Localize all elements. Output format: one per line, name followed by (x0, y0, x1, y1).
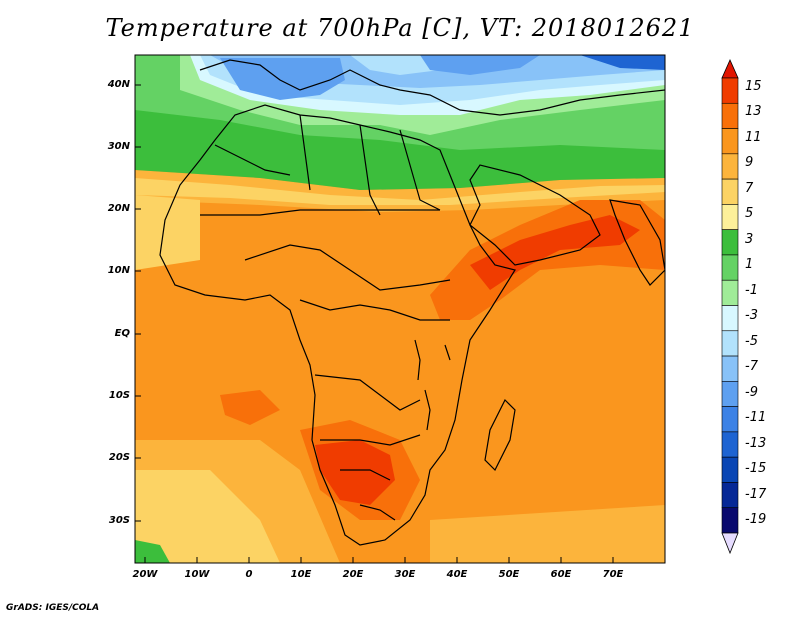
field-sahara-band (135, 170, 665, 212)
india (609, 199, 665, 286)
axis-ticks (135, 84, 614, 563)
colorbar-label: -13 (745, 436, 767, 451)
field-darkblue (580, 55, 665, 70)
colorbar-cells (721, 77, 739, 534)
colorbar-label: 3 (745, 232, 754, 247)
y-tick-label: 30S (108, 515, 130, 526)
colorbar-cell (721, 305, 739, 332)
colorbar-label: 1 (745, 257, 754, 272)
arabia (469, 164, 601, 266)
colorbar-bottom-arrow (721, 532, 739, 555)
x-tick-label: 30E (394, 569, 416, 580)
colorbar-cell (721, 77, 739, 104)
borders-central (200, 209, 451, 321)
x-tick-label: 60E (550, 569, 572, 580)
lakes (414, 339, 451, 431)
colorbar-cell (721, 204, 739, 230)
colorbar-cell (721, 128, 739, 155)
x-tick-label: 10E (290, 569, 312, 580)
y-tick-label: 20S (108, 452, 130, 463)
x-tick-label: 20W (132, 569, 158, 580)
colorbar-cell (721, 456, 739, 483)
colorbar-top-arrow (721, 59, 739, 79)
colorbar-cell (721, 431, 739, 458)
map-title: Temperature at 700hPa [C], VT: 201801262… (105, 14, 695, 42)
colorbar-label: 15 (745, 79, 762, 94)
y-tick-label: EQ (114, 328, 130, 339)
y-tick-label: 30N (107, 141, 130, 152)
colorbar-cell (721, 482, 739, 509)
madagascar (484, 398, 516, 472)
colorbar-cell (721, 102, 739, 129)
colorbar-label: 5 (745, 206, 754, 221)
colorbar-cell (721, 229, 739, 256)
x-tick-label: 20E (342, 569, 364, 580)
europe-coast (199, 59, 665, 116)
colorbar-label: -3 (745, 308, 758, 323)
x-tick-label: 70E (602, 569, 624, 580)
field-hot-core (470, 215, 640, 290)
colorbar-cell (721, 507, 739, 534)
colorbar-label: -7 (745, 359, 758, 374)
field-blue3 (220, 58, 345, 100)
field-kalahari (315, 440, 395, 505)
x-tick-label: 40E (446, 569, 468, 580)
colorbar-cell (721, 254, 739, 281)
colorbar-label: -1 (745, 283, 758, 298)
africa-coast (159, 104, 516, 546)
field-west-light (135, 195, 200, 270)
credit-text: GrADS: IGES/COLA (6, 603, 100, 613)
y-tick-label: 40N (107, 79, 130, 90)
colorbar-cell (721, 279, 739, 306)
colorbar-label: -11 (745, 410, 767, 425)
plot-frame (134, 54, 666, 564)
colorbar-label: -9 (745, 385, 758, 400)
colorbar-label: -15 (745, 461, 767, 476)
colorbar-label: 13 (745, 104, 762, 119)
field-sw-light (135, 470, 280, 563)
field-blue4 (420, 55, 540, 75)
colorbar-cell (721, 355, 739, 382)
colorbar-cell (721, 381, 739, 407)
y-tick-label: 10N (107, 265, 130, 276)
x-tick-label: 0 (245, 569, 253, 580)
colorbar-label: -5 (745, 334, 758, 349)
borders-north (214, 114, 441, 216)
field-sahara-light (135, 178, 665, 205)
x-tick-label: 10W (184, 569, 210, 580)
y-tick-label: 10S (108, 390, 130, 401)
colorbar-label: -19 (745, 512, 767, 527)
colorbar-label: 7 (745, 181, 754, 196)
coastlines (159, 59, 665, 546)
map-field (135, 55, 665, 563)
colorbar-cell (721, 330, 739, 357)
field-west-hot (220, 390, 280, 425)
field-s-ocean (430, 505, 665, 563)
colorbar-label: 9 (745, 155, 754, 170)
colorbar-label: -17 (745, 487, 767, 502)
y-tick-label: 20N (107, 203, 130, 214)
colorbar-label: 11 (745, 130, 762, 145)
colorbar-cell (721, 406, 739, 433)
colorbar-cell (721, 153, 739, 180)
x-tick-label: 50E (498, 569, 520, 580)
borders-south (314, 374, 421, 521)
colorbar-cell (721, 178, 739, 205)
field-sw-green (135, 540, 170, 563)
